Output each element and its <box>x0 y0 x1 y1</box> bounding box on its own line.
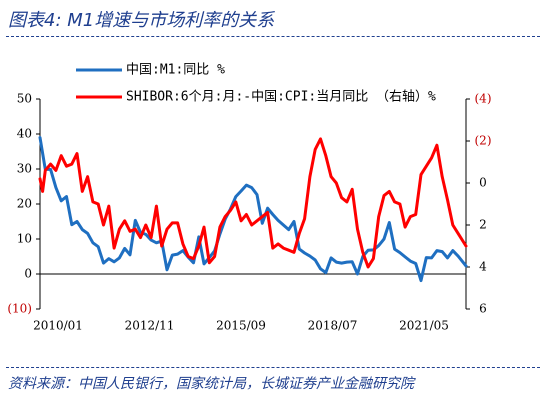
figure-label: 图表4: <box>8 10 62 31</box>
figure-title: 图表4: M1增速与市场利率的关系 <box>8 6 274 32</box>
series-line-real-rate <box>38 137 468 269</box>
x-tick-label: 2018/07 <box>308 319 358 333</box>
x-tick-label: 2021/05 <box>399 319 449 333</box>
left-tick-label: 30 <box>17 162 32 176</box>
x-tick-label: 2012/11 <box>125 319 175 333</box>
figure-title-text: M1增速与市场利率的关系 <box>67 10 275 31</box>
left-tick-label: 0 <box>24 267 32 281</box>
series-line-m1 <box>38 136 468 283</box>
right-tick-label: 0 <box>479 176 487 190</box>
legend-item-m1-label: 中国:M1:同比 % <box>126 63 225 78</box>
figure-source: 资料来源：中国人民银行，国家统计局，长城证券产业金融研究院 <box>8 376 414 392</box>
source-divider <box>6 367 540 368</box>
right-tick-label: 4 <box>479 260 487 274</box>
left-tick-label: 40 <box>17 127 32 141</box>
legend-item-real-rate-label: SHIBOR:6个月:月:-中国:CPI:当月同比 （右轴）% <box>126 90 436 105</box>
left-tick-label: (10) <box>7 302 32 316</box>
right-tick-label: (4) <box>475 92 492 106</box>
right-tick-label: (2) <box>475 134 492 148</box>
title-divider <box>6 36 540 37</box>
left-tick-label: 10 <box>17 232 32 246</box>
right-tick-label: 2 <box>479 218 487 232</box>
x-tick-label: 2015/09 <box>216 319 266 333</box>
left-tick-label: 20 <box>17 197 32 211</box>
x-tick-label: 2010/01 <box>33 319 83 333</box>
left-tick-label: 50 <box>17 92 32 106</box>
right-tick-label: 6 <box>479 302 487 316</box>
